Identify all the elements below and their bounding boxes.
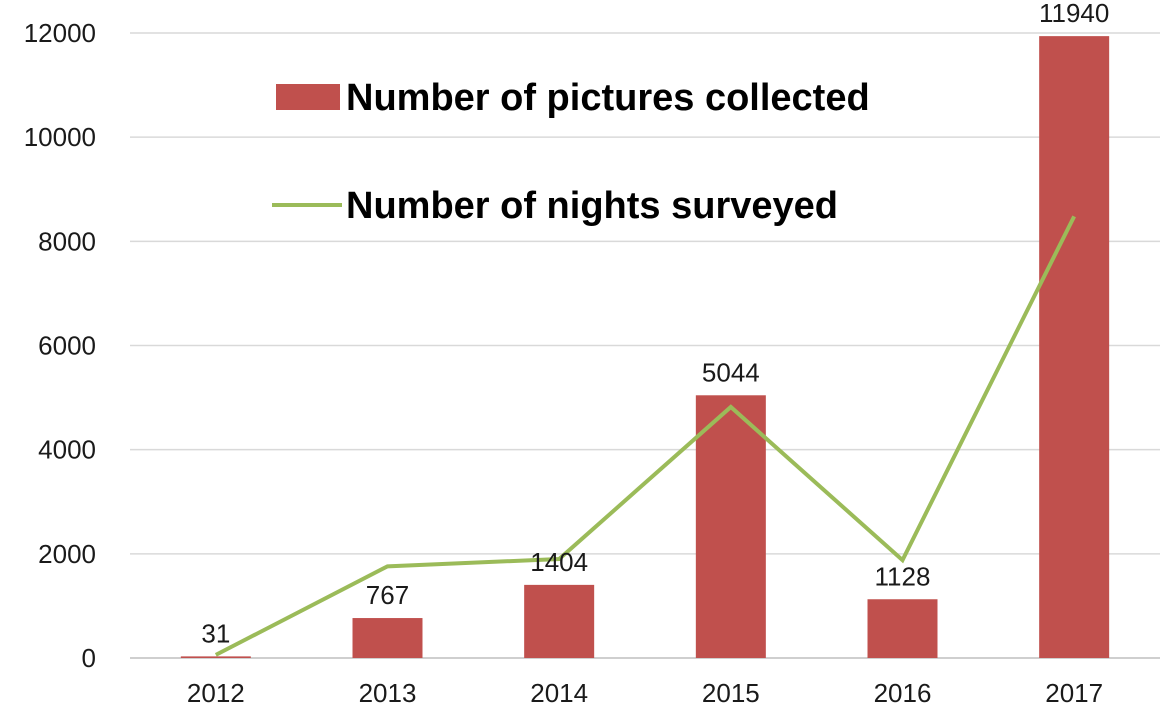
- data-label: 1404: [530, 547, 588, 577]
- bar: [352, 618, 423, 658]
- y-tick-label: 8000: [38, 226, 96, 256]
- gridlines: [130, 32, 1160, 659]
- x-axis-ticks: 2012 2013 2014 2015 2016 2017: [187, 678, 1103, 708]
- y-tick-label: 0: [82, 643, 96, 673]
- x-tick-label: 2016: [874, 678, 932, 708]
- legend-swatch-bar: [276, 84, 340, 110]
- line-series-path: [214, 215, 1076, 657]
- bar: [1039, 36, 1110, 658]
- data-labels: 31 767 1404 5044 1128 11940: [201, 0, 1109, 648]
- bar: [180, 656, 251, 658]
- bars: [180, 36, 1110, 658]
- x-tick-label: 2014: [530, 678, 588, 708]
- data-label: 11940: [1039, 0, 1109, 28]
- x-tick-label: 2017: [1045, 678, 1103, 708]
- x-tick-label: 2015: [702, 678, 760, 708]
- y-tick-label: 10000: [24, 122, 96, 152]
- line-series: [214, 215, 1076, 657]
- bar: [695, 395, 766, 658]
- bar: [524, 584, 595, 658]
- y-tick-label: 6000: [38, 331, 96, 361]
- legend-label-bar: Number of pictures collected: [346, 77, 870, 119]
- data-label: 1128: [875, 561, 931, 591]
- data-label: 31: [201, 618, 230, 648]
- data-label: 5044: [702, 357, 760, 387]
- y-tick-label: 2000: [38, 539, 96, 569]
- data-label: 767: [366, 580, 409, 610]
- legend: Number of pictures collected Number of n…: [272, 77, 870, 227]
- y-tick-label: 12000: [24, 18, 96, 48]
- x-tick-label: 2013: [359, 678, 417, 708]
- y-axis-ticks: 0 2000 4000 6000 8000 10000 12000: [24, 18, 96, 673]
- bar: [867, 599, 938, 658]
- y-tick-label: 4000: [38, 435, 96, 465]
- x-tick-label: 2012: [187, 678, 245, 708]
- legend-label-line: Number of nights surveyed: [346, 185, 838, 227]
